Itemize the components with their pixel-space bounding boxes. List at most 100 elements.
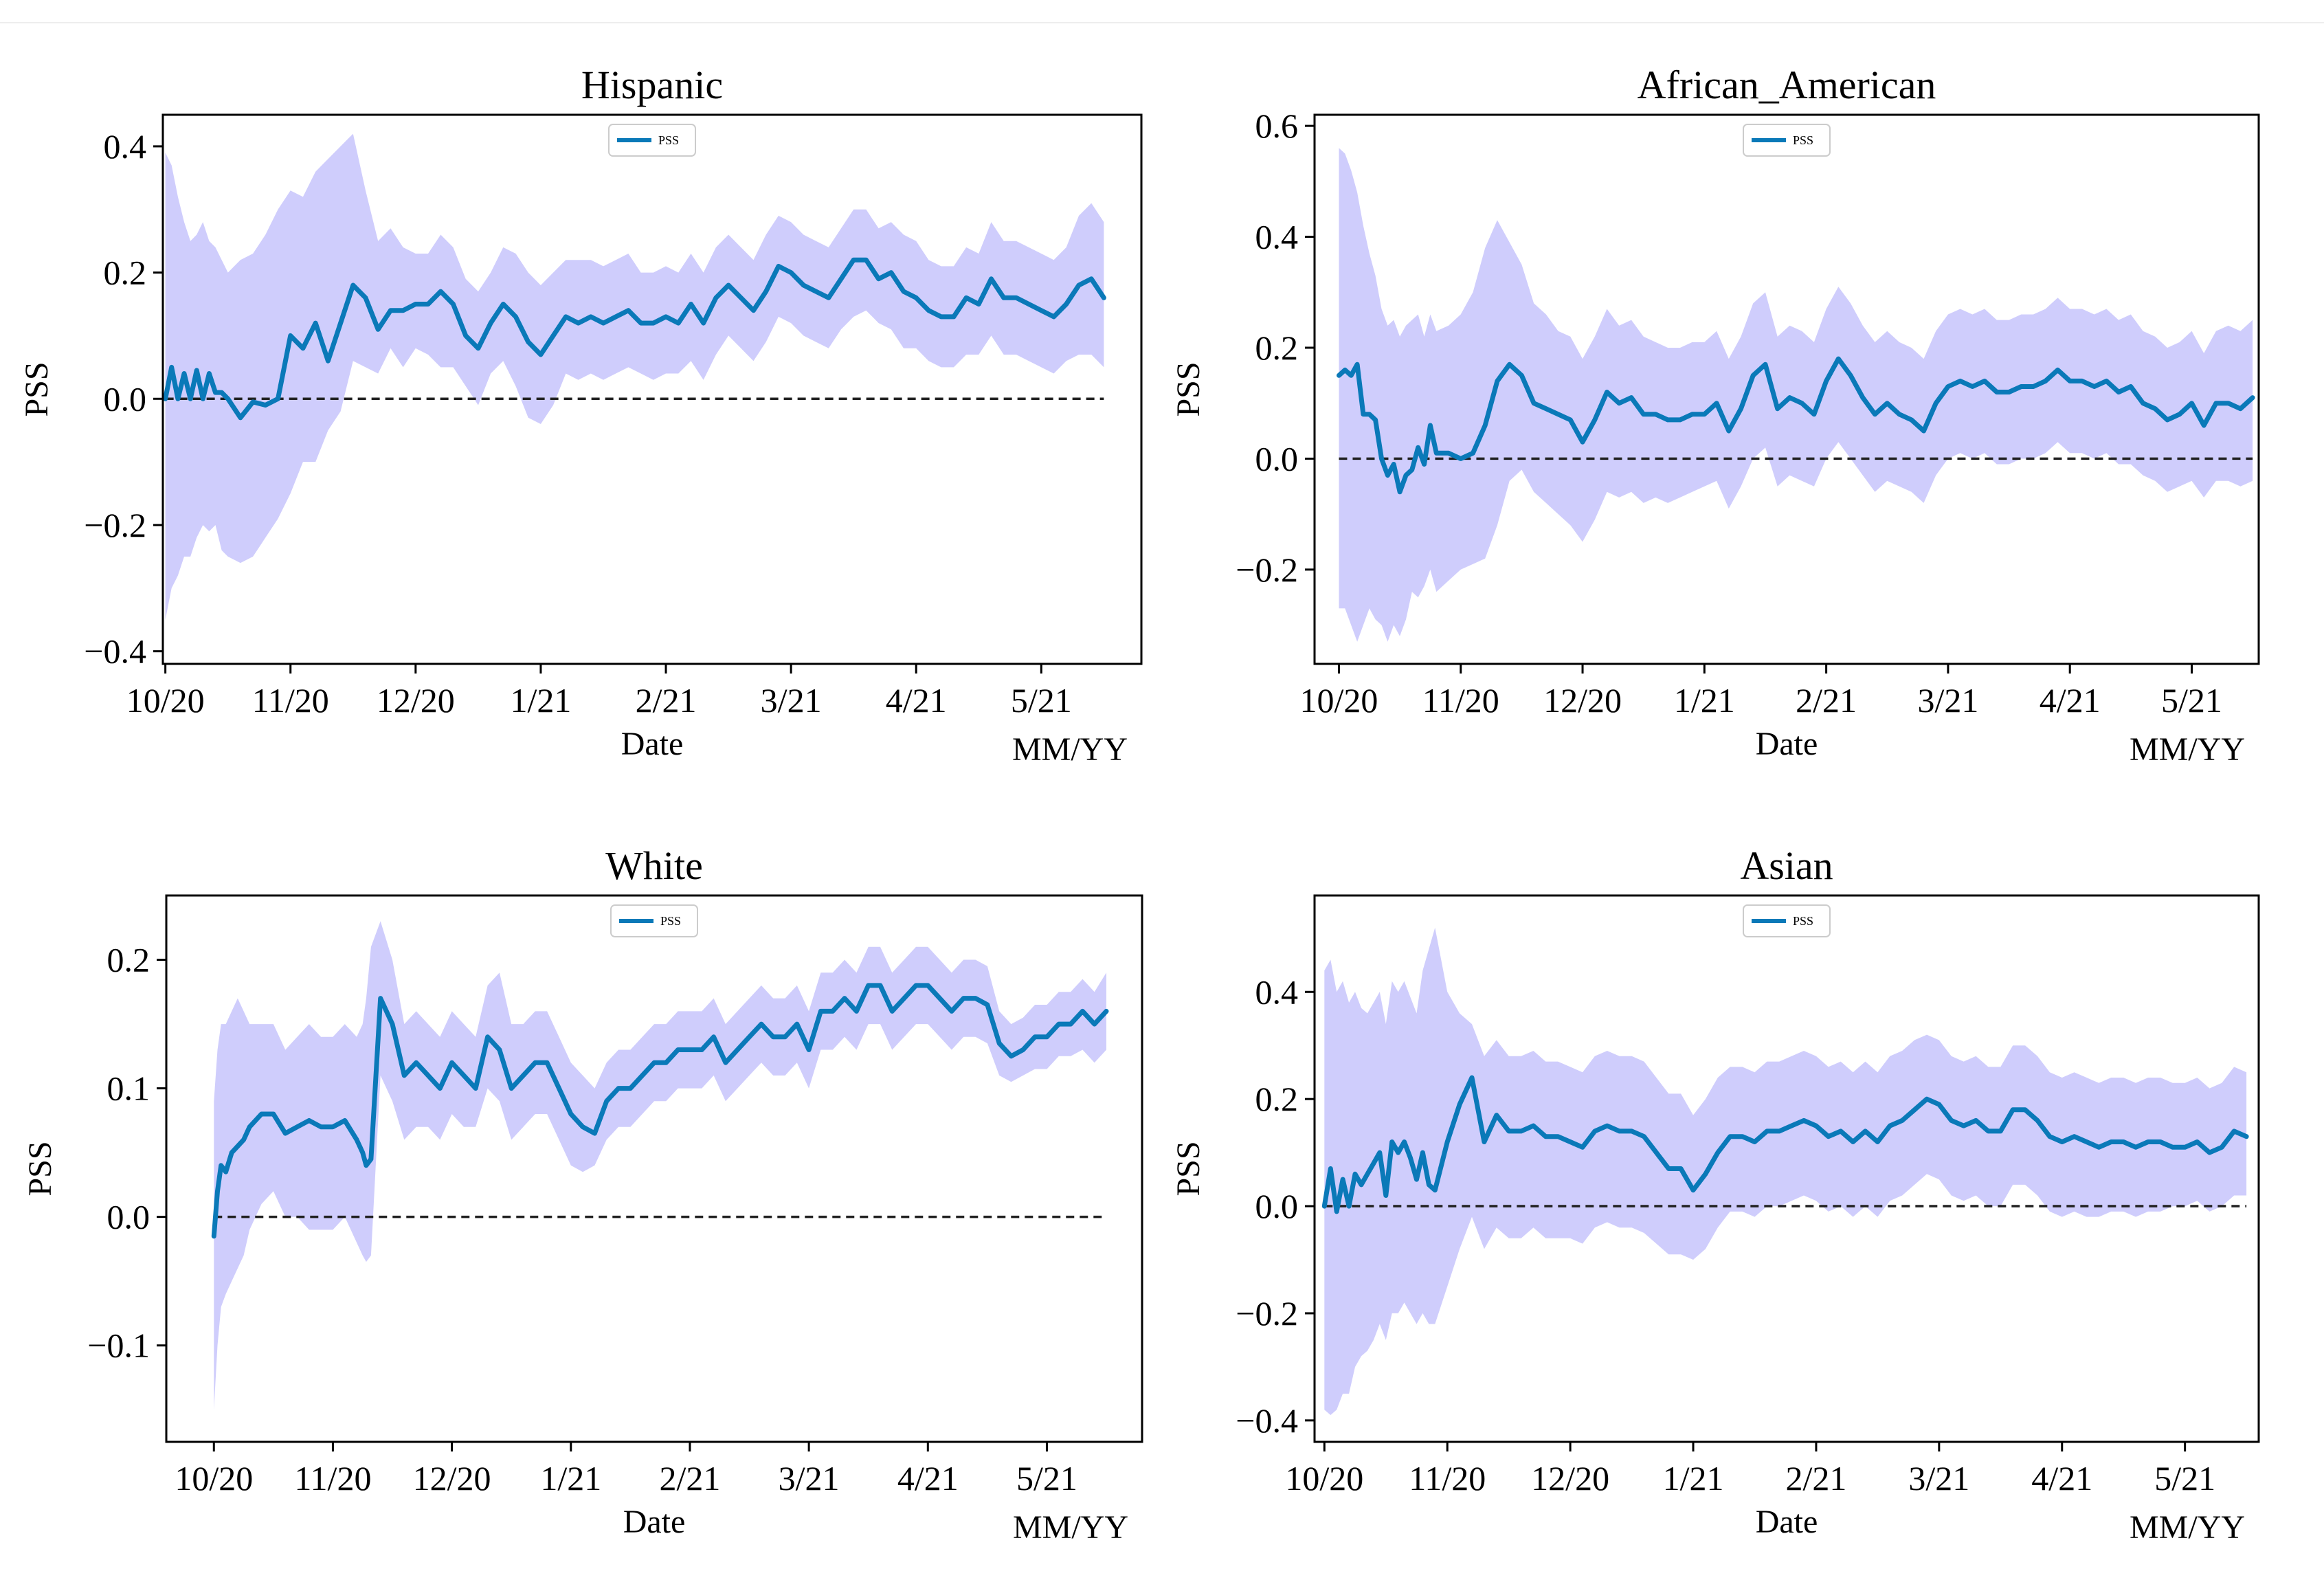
chart-panel-2: −0.1 0.0 0.1 0.2 10/20 11/20 12/20 1/21 2/21 3/21… xyxy=(22,843,1143,1546)
top-divider xyxy=(0,22,2324,23)
x-tick-label: 3/21 xyxy=(1917,681,1978,720)
x-unit-label: MM/YY xyxy=(1013,1509,1128,1546)
chart-title: White xyxy=(605,843,703,888)
legend: PSS xyxy=(610,904,698,937)
x-tick-label: 5/21 xyxy=(2161,681,2222,720)
x-tick-label: 12/20 xyxy=(1543,681,1622,720)
y-tick-label: 0.2 xyxy=(1255,329,1299,367)
series-line-pss xyxy=(163,257,1106,421)
x-axis-label: Date xyxy=(1756,726,1818,762)
axes-frame xyxy=(1313,894,2260,1443)
plot-area xyxy=(1321,927,2249,1415)
x-axis-label: Date xyxy=(623,1504,686,1540)
y-tick-label: 0.1 xyxy=(107,1069,150,1108)
legend-label: PSS xyxy=(658,133,679,147)
axes-frame xyxy=(1313,113,2260,665)
x-tick-label: 11/20 xyxy=(252,681,329,720)
chart-title: African_American xyxy=(1638,63,1936,107)
x-tick-label: 12/20 xyxy=(377,681,455,720)
x-tick-label: 10/20 xyxy=(126,681,205,720)
x-tick-label: 2/21 xyxy=(636,681,697,720)
x-tick-label: 2/21 xyxy=(659,1459,720,1498)
y-tick-label: −0.2 xyxy=(1236,1294,1298,1333)
y-axis-label: PSS xyxy=(19,361,55,416)
y-tick-label: −0.4 xyxy=(84,632,146,671)
x-tick-label: 4/21 xyxy=(2040,681,2101,720)
y-tick-label: 0.2 xyxy=(1255,1080,1299,1118)
y-tick-label: −0.2 xyxy=(84,506,146,544)
x-tick-label: 1/21 xyxy=(1674,681,1735,720)
confidence-band xyxy=(165,133,1104,620)
y-tick-label: 0.0 xyxy=(107,1198,150,1236)
legend-label: PSS xyxy=(660,914,681,928)
x-tick-label: 4/21 xyxy=(2031,1459,2092,1498)
x-tick-label: 1/21 xyxy=(510,681,571,720)
y-tick-label: 0.6 xyxy=(1255,107,1299,145)
plot-area xyxy=(163,133,1106,620)
plot-area xyxy=(211,921,1109,1410)
chart-title: Asian xyxy=(1740,843,1833,888)
x-tick-label: 5/21 xyxy=(1016,1459,1077,1498)
y-axis-label: PSS xyxy=(1170,1141,1207,1196)
x-tick-label: 3/21 xyxy=(1908,1459,1969,1498)
legend: PSS xyxy=(1743,124,1831,157)
y-tick-label: 0.2 xyxy=(107,941,150,979)
x-unit-label: MM/YY xyxy=(1012,731,1128,768)
x-tick-label: 3/21 xyxy=(761,681,822,720)
y-tick-label: 0.4 xyxy=(1255,218,1299,256)
x-tick-label: 3/21 xyxy=(779,1459,840,1498)
x-tick-label: 1/21 xyxy=(1663,1459,1724,1498)
x-tick-label: 12/20 xyxy=(413,1459,491,1498)
series-line-pss xyxy=(1337,356,2255,495)
y-tick-label: −0.4 xyxy=(1236,1401,1298,1440)
axes-frame xyxy=(161,113,1143,665)
x-tick-label: 5/21 xyxy=(2154,1459,2215,1498)
chart-title: Hispanic xyxy=(581,63,723,107)
x-tick-label: 1/21 xyxy=(540,1459,601,1498)
legend: PSS xyxy=(608,124,696,157)
axes-frame xyxy=(165,894,1143,1443)
legend-label: PSS xyxy=(1793,133,1813,147)
confidence-band xyxy=(1339,148,2253,642)
chart-panel-1: −0.2 0.0 0.2 0.4 0.6 10/20 11/20 12/20 1/21 2/21 3… xyxy=(1170,63,2260,768)
x-tick-label: 2/21 xyxy=(1785,1459,1846,1498)
legend-box xyxy=(610,904,698,937)
y-tick-label: 0.2 xyxy=(104,254,147,292)
y-axis-label: PSS xyxy=(22,1141,58,1196)
plot-area xyxy=(1337,148,2255,642)
x-tick-label: 11/20 xyxy=(1409,1459,1486,1498)
x-tick-label: 11/20 xyxy=(294,1459,371,1498)
x-tick-label: 2/21 xyxy=(1796,681,1857,720)
y-tick-label: 0.0 xyxy=(104,379,147,418)
x-tick-label: 10/20 xyxy=(175,1459,253,1498)
x-tick-label: 10/20 xyxy=(1285,1459,1363,1498)
x-axis-label: Date xyxy=(1756,1504,1818,1540)
x-axis-label: Date xyxy=(621,726,684,762)
y-tick-label: 0.4 xyxy=(104,127,147,166)
x-unit-label: MM/YY xyxy=(2130,731,2245,768)
x-unit-label: MM/YY xyxy=(2130,1509,2245,1546)
legend-box xyxy=(608,124,696,157)
confidence-band xyxy=(214,921,1106,1410)
y-tick-label: −0.2 xyxy=(1236,550,1298,589)
series-line-pss xyxy=(211,983,1109,1239)
confidence-band xyxy=(1324,927,2247,1415)
y-axis-label: PSS xyxy=(1170,361,1207,416)
chart-panel-0: −0.4 −0.2 0.0 0.2 0.4 10/20 11/20 12/20 1/21 2/21… xyxy=(19,63,1143,768)
legend-box xyxy=(1743,124,1831,157)
legend-label: PSS xyxy=(1793,914,1813,928)
x-tick-label: 11/20 xyxy=(1422,681,1499,720)
y-tick-label: 0.0 xyxy=(1255,1187,1299,1225)
y-tick-label: 0.4 xyxy=(1255,972,1299,1011)
legend-box xyxy=(1743,904,1831,937)
x-tick-label: 4/21 xyxy=(897,1459,959,1498)
x-tick-label: 5/21 xyxy=(1011,681,1072,720)
y-tick-label: −0.1 xyxy=(87,1326,150,1365)
y-tick-label: 0.0 xyxy=(1255,439,1299,478)
x-tick-label: 10/20 xyxy=(1300,681,1378,720)
x-tick-label: 4/21 xyxy=(886,681,947,720)
series-line-pss xyxy=(1321,1075,2249,1214)
chart-panel-3: −0.4 −0.2 0.0 0.2 0.4 10/20 11/20 12/20 1/21 2/21… xyxy=(1170,843,2260,1546)
legend: PSS xyxy=(1743,904,1831,937)
